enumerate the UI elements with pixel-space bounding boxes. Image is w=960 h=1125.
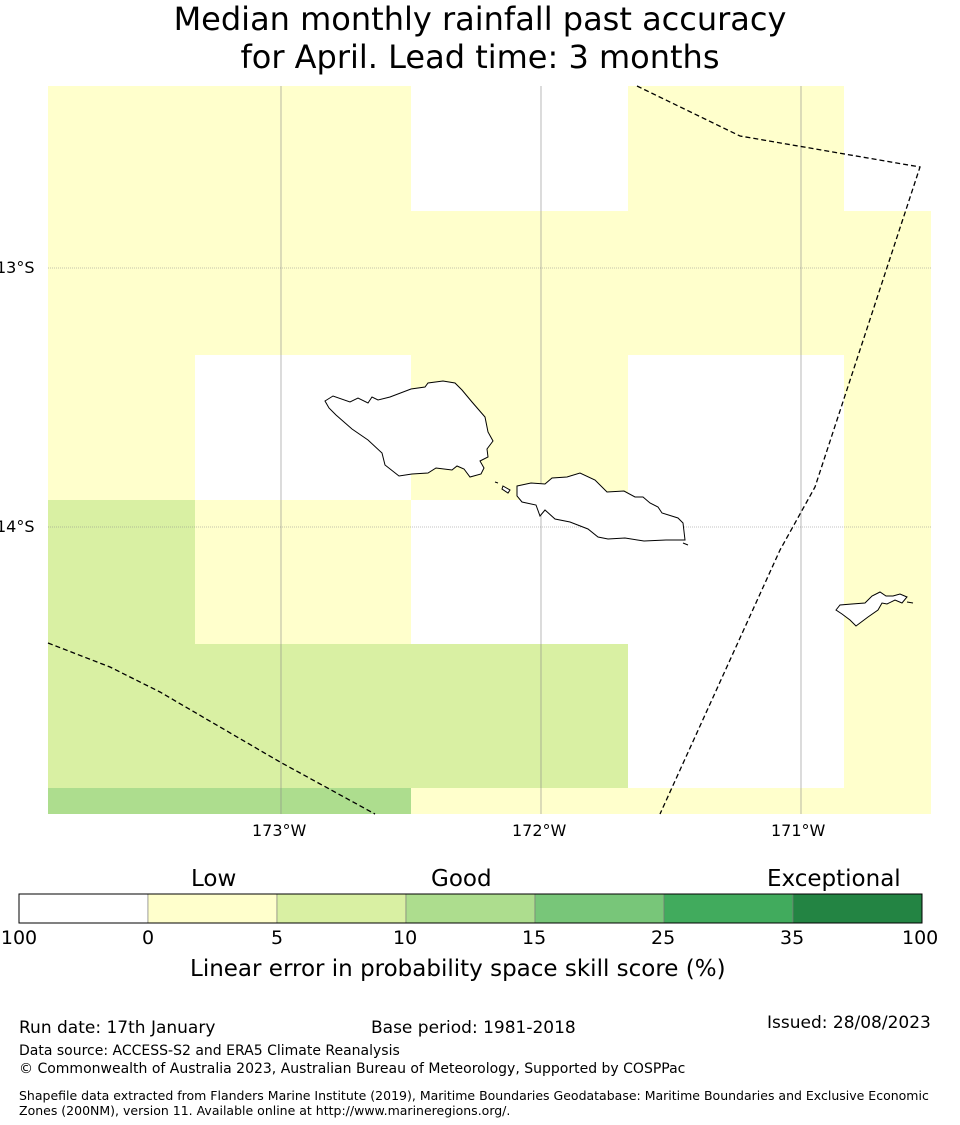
eez-boundary-southwest [47,642,376,815]
island-fragments [494,481,914,604]
colorbar-segment [405,893,536,924]
islet-mark [682,542,689,546]
grid-cell [48,500,195,644]
colorbar-segment [534,893,665,924]
colorbar-tick: 10 [393,927,418,949]
graticule [48,86,931,814]
grid-cell [48,211,931,355]
colorbar-tick: 25 [651,927,676,949]
lon-label-172w: 172°W [512,821,567,840]
grid-cell [628,86,844,211]
lat-label-13s: 13°S [0,258,35,277]
category-exceptional: Exceptional [767,866,901,892]
title-line-1: Median monthly rainfall past accuracy [173,0,787,38]
colorbar-segment [18,893,149,924]
grid-cell [411,788,931,814]
colorbar-tick: 100 [902,927,939,949]
islet-mark [494,481,499,484]
lon-label-171w: 171°W [771,821,826,840]
run-date: Run date: 17th January [19,1018,216,1038]
colorbar [18,893,923,924]
grid-cell [844,355,931,500]
colorbar-segment [792,893,923,924]
colorbar-segment [663,893,794,924]
islands [324,380,908,627]
savaii-island [324,380,494,478]
base-period: Base period: 1981-2018 [371,1018,576,1038]
colorbar-label: Linear error in probability space skill … [190,956,726,982]
colorbar-frame [18,893,923,924]
upolu-island [516,472,686,542]
grid-cell [48,86,411,211]
grid-cell [48,788,411,814]
grid-cell [195,500,411,644]
issued-date: Issued: 28/08/2023 [767,1013,931,1033]
lon-label-173w: 173°W [252,821,307,840]
colorbar-tick: 35 [780,927,805,949]
skill-grid [48,86,931,814]
colorbar-tick: 5 [271,927,284,949]
colorbar-tick: 0 [142,927,155,949]
colorbar-segment [147,893,278,924]
shapefile-credit: Shapefile data extracted from Flanders M… [19,1088,929,1118]
islet-mark [906,601,914,604]
maritime-boundaries [47,85,921,815]
lat-label-14s: 14°S [0,517,35,536]
colorbar-tick: 15 [522,927,547,949]
grid-cell [48,644,628,788]
grid-cell [48,355,195,500]
colorbar-tick: -100 [0,927,38,949]
title-line-2: for April. Lead time: 3 months [240,38,720,76]
small-islet [501,485,511,494]
chart-title: Median monthly rainfall past accuracy fo… [0,0,960,76]
copyright: © Commonwealth of Australia 2023, Austra… [19,1061,686,1077]
category-good: Good [431,866,492,892]
grid-cell [844,644,931,788]
category-low: Low [191,866,237,892]
data-source: Data source: ACCESS-S2 and ERA5 Climate … [19,1043,400,1059]
eez-boundary-east [636,85,921,815]
tutuila-island [835,591,908,627]
colorbar-segment [276,893,407,924]
